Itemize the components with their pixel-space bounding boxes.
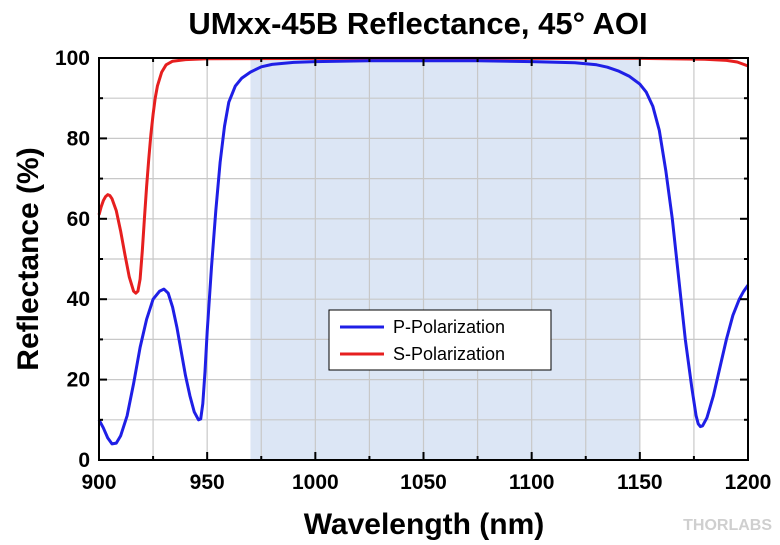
y-tick-label: 60: [67, 208, 90, 231]
x-axis-title: Wavelength (nm): [304, 508, 545, 541]
x-tick-label: 1200: [725, 471, 772, 494]
axis-ticks: [98, 57, 749, 461]
legend: P-Polarization S-Polarization: [328, 309, 552, 371]
y-tick-labels: 0 20 40 60 80 100: [55, 47, 90, 472]
thorlabs-logo: THORLABS: [683, 517, 772, 534]
legend-label-s: S-Polarization: [393, 344, 505, 364]
x-tick-label: 1150: [617, 471, 663, 494]
x-tick-label: 1000: [292, 471, 339, 494]
y-tick-label: 20: [67, 369, 90, 392]
legend-label-p: P-Polarization: [393, 317, 505, 337]
x-tick-label: 1100: [509, 471, 555, 494]
grid-lines: [99, 58, 748, 460]
x-tick-label: 900: [81, 471, 116, 494]
chart-title: UMxx-45B Reflectance, 45° AOI: [188, 6, 647, 41]
y-tick-label: 80: [67, 127, 90, 150]
x-tick-label: 1050: [400, 471, 447, 494]
p-polarization-line: [97, 59, 750, 446]
y-tick-label: 0: [78, 449, 90, 472]
y-tick-label: 100: [55, 47, 90, 70]
x-tick-label: 950: [190, 471, 225, 494]
x-tick-labels: 900 950 1000 1050 1100 1150 1200: [81, 471, 771, 494]
legend-box: [328, 309, 552, 371]
y-tick-label: 40: [67, 288, 90, 311]
y-axis-title: Reflectance (%): [12, 147, 45, 370]
